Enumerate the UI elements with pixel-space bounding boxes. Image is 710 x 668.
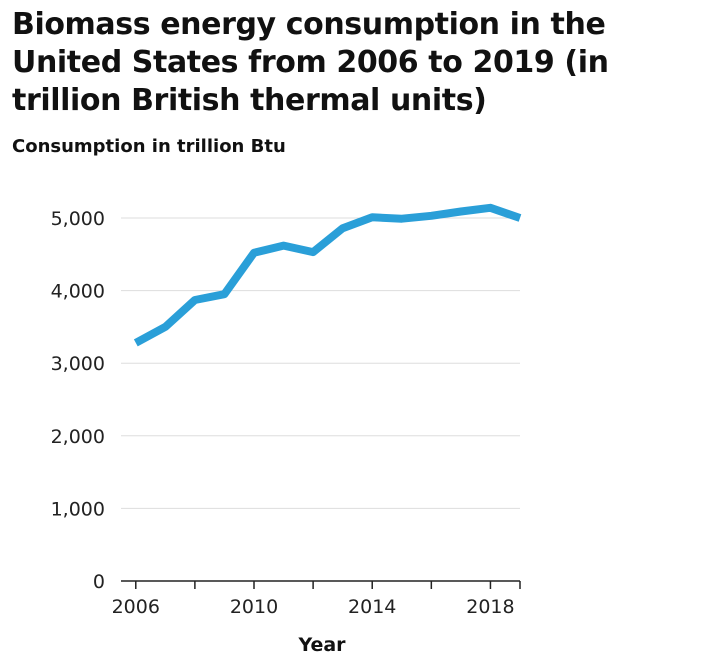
x-tick-label: 2018 xyxy=(466,596,514,618)
y-tick-label: 5,000 xyxy=(51,208,105,230)
chart-title: Biomass energy consumption in the United… xyxy=(12,7,609,118)
series-line xyxy=(133,203,522,347)
y-tick-labels: 0 1,000 2,000 3,000 4,000 5,000 xyxy=(51,208,105,593)
y-tick-label: 1,000 xyxy=(51,498,105,520)
y-tick-label: 4,000 xyxy=(51,281,105,303)
y-tick-label: 0 xyxy=(93,571,105,593)
series-layer xyxy=(133,203,522,347)
y-tick-label: 2,000 xyxy=(51,426,105,448)
y-tick-label: 3,000 xyxy=(51,353,105,375)
gridlines xyxy=(121,217,520,509)
x-tick-label: 2006 xyxy=(112,596,160,618)
x-axis-label: Year xyxy=(298,634,346,656)
x-axis: 2006 2010 2014 2018 xyxy=(112,580,521,618)
y-axis-label: Consumption in trillion Btu xyxy=(12,136,286,157)
x-tick-label: 2010 xyxy=(230,596,278,618)
x-tick-label: 2014 xyxy=(348,596,396,618)
